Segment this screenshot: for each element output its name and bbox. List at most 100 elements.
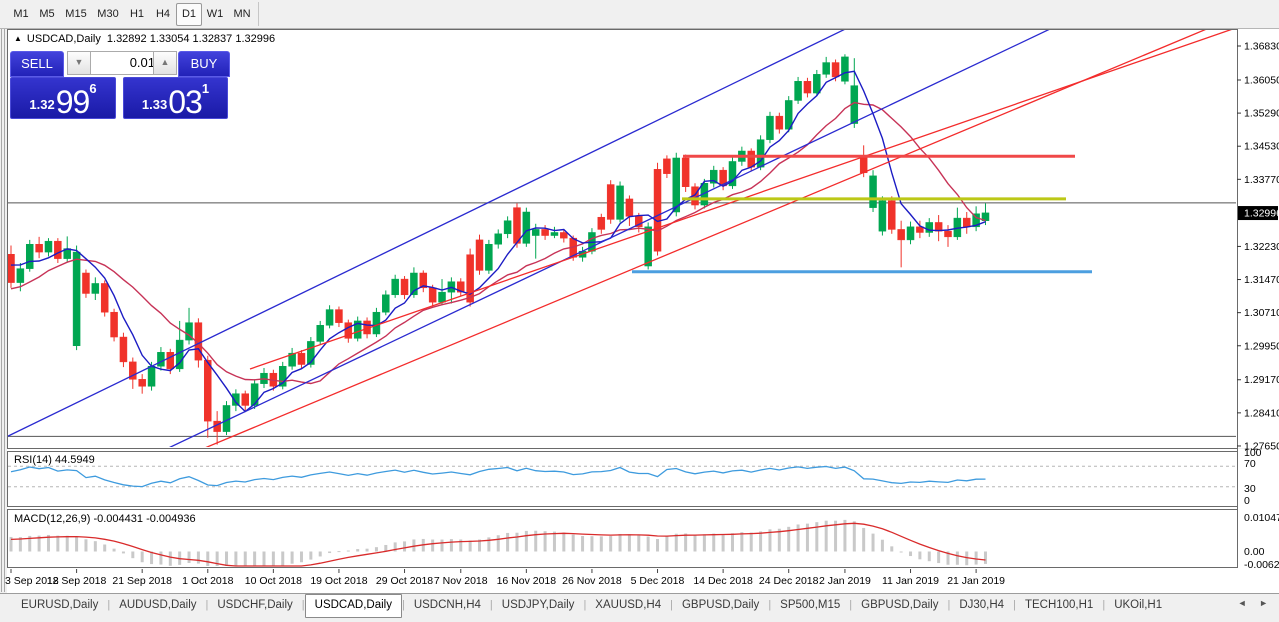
macd-histogram-bar [346, 550, 350, 552]
macd-histogram-bar [852, 521, 856, 552]
macd-histogram-bar [84, 539, 88, 552]
timeframe-button-d1[interactable]: D1 [176, 3, 202, 26]
macd-histogram-bar [618, 533, 622, 552]
macd-histogram-bar [674, 533, 678, 552]
macd-histogram-bar [271, 551, 275, 566]
chart-tab-usdchf-daily[interactable]: USDCHF,Daily [217, 599, 293, 611]
tab-separator: | [489, 599, 493, 611]
macd-histogram-bar [890, 546, 894, 552]
macd-histogram-bar [196, 551, 200, 564]
macd-histogram-bar [552, 531, 556, 552]
sell-price-sup: 6 [89, 81, 97, 96]
macd-histogram-bar [599, 536, 603, 552]
macd-signal-line [10, 522, 986, 567]
chart-tab-usdcad-daily[interactable]: USDCAD,Daily [304, 594, 402, 618]
timeframe-button-h4[interactable]: H4 [155, 8, 171, 20]
price-tick-label: 1.28410 [1244, 407, 1279, 419]
price-tick-label: 1.29950 [1244, 340, 1279, 352]
toolbar-separator [258, 2, 259, 26]
chart-tab-dj30-h4[interactable]: DJ30,H4 [959, 599, 1005, 611]
price-axis[interactable]: 1.36830 1.36050 1.35290 1.34530 1.33770 1.322… [1237, 29, 1279, 568]
timeframe-button-m1[interactable]: M1 [13, 8, 29, 20]
macd-histogram-bar [656, 539, 660, 552]
macd-histogram-bar [871, 533, 875, 552]
macd-histogram-bar [112, 548, 116, 552]
buy-price-small: 1.33 [141, 97, 168, 112]
macd-histogram-bar [309, 551, 313, 560]
main-price-pane[interactable] [0, 0, 1279, 452]
trendline-red[interactable] [249, 13, 1279, 370]
macd-histogram-bar [787, 526, 791, 552]
macd-histogram-bar [215, 551, 219, 566]
chart-tab-xauusd-h4[interactable]: XAUUSD,H4 [595, 599, 662, 611]
candles [8, 54, 990, 445]
chart-tab-gbpusd-daily[interactable]: GBPUSD,Daily [861, 599, 939, 611]
chart-tab-eurusd-daily[interactable]: EURUSD,Daily [21, 599, 99, 611]
lot-increase-button[interactable]: ▲ [153, 51, 177, 75]
tab-scroll-left-icon[interactable]: ◄ [1237, 598, 1247, 608]
sell-price-display[interactable]: 1.32 99 6 [10, 77, 116, 119]
current-price-value: 1.32996 [1244, 208, 1279, 220]
macd-histogram-bar [515, 532, 519, 552]
tab-separator: | [768, 599, 772, 611]
chart-tab-gbpusd-daily[interactable]: GBPUSD,Daily [681, 599, 760, 611]
macd-histogram-bar [796, 524, 800, 552]
timeframe-button-m5[interactable]: M5 [39, 8, 55, 20]
macd-histogram-bar [824, 520, 828, 552]
macd-histogram-bar [318, 551, 322, 557]
lot-size-input[interactable]: 0.01 [90, 51, 162, 75]
date-tick-label: 29 Oct 2018 [376, 575, 433, 587]
chart-pane[interactable] [7, 509, 1238, 568]
buy-price-display[interactable]: 1.33 03 1 [123, 77, 228, 119]
timeframe-button-mn[interactable]: MN [233, 8, 251, 20]
macd-scale-label: -0.006218 [1244, 559, 1279, 571]
macd-histogram-bar [412, 539, 416, 552]
macd-histogram-bar [571, 534, 575, 552]
macd-histogram-bar [234, 551, 238, 566]
price-tick-label: 1.27650 [1244, 440, 1279, 452]
macd-histogram-bar [365, 548, 369, 552]
chart-pane[interactable] [7, 451, 1238, 507]
macd-histogram-bar [506, 532, 510, 552]
chart-tab-tech100-h1[interactable]: TECH100,H1 [1024, 599, 1094, 611]
rsi-scale-label: 30 [1244, 483, 1256, 495]
tab-scroll-right-icon[interactable]: ► [1259, 598, 1268, 608]
sell-button[interactable]: SELL [10, 51, 64, 77]
chart-tab-ukoil-h1[interactable]: UKOil,H1 [1114, 599, 1163, 611]
timeframe-button-m30[interactable]: M30 [97, 8, 119, 20]
macd-histogram-bar [496, 535, 500, 552]
trendline-red[interactable] [200, 0, 1276, 450]
chart-tab-usdcnh-h4[interactable]: USDCNH,H4 [413, 599, 481, 611]
macd-histogram-bar [384, 544, 388, 552]
macd-histogram-bar [843, 519, 847, 552]
timeframe-button-w1[interactable]: W1 [206, 8, 224, 20]
macd-histogram-bar [206, 551, 210, 566]
date-tick-label: 7 Nov 2018 [434, 575, 488, 587]
chart-tab-usdjpy-daily[interactable]: USDJPY,Daily [501, 599, 575, 611]
macd-histogram-bar [131, 551, 135, 559]
trendline-blue[interactable] [0, 0, 905, 440]
macd-pane[interactable]: MACD(12,26,9) -0.004431 -0.004936 0.01047… [9, 512, 1279, 571]
macd-histogram-bar [140, 551, 144, 563]
timeframe-button-m15[interactable]: M15 [65, 8, 87, 20]
macd-histogram-bar [805, 523, 809, 552]
macd-histogram-bar [880, 539, 884, 552]
collapse-arrow-icon[interactable]: ▲ [14, 34, 22, 43]
lot-decrease-button[interactable]: ▼ [67, 51, 91, 75]
chart-tab-audusd-daily[interactable]: AUDUSD,Daily [119, 599, 197, 611]
date-tick-label: 12 Sep 2018 [47, 575, 107, 587]
macd-histogram-bar [909, 551, 913, 557]
macd-histogram-bar [328, 551, 332, 554]
date-tick-label: 21 Sep 2018 [112, 575, 172, 587]
price-tick-label: 1.35290 [1244, 108, 1279, 120]
time-axis[interactable] [7, 568, 1279, 594]
trendline-blue[interactable] [160, 10, 1090, 452]
macd-histogram-bar [225, 551, 229, 566]
chart-tab-sp500-m15[interactable]: SP500,M15 [780, 599, 841, 611]
macd-scale-label: 0.010474 [1244, 512, 1279, 524]
buy-button[interactable]: BUY [178, 51, 230, 77]
macd-histogram-bar [955, 551, 959, 565]
macd-histogram-bar [749, 532, 753, 552]
timeframe-button-h1[interactable]: H1 [129, 8, 145, 20]
